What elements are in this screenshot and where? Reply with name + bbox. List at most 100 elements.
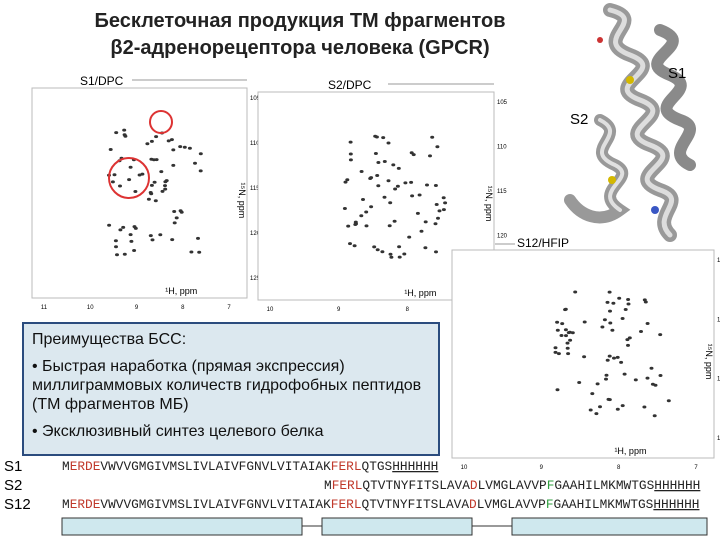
peak — [600, 325, 605, 329]
peak — [389, 255, 394, 259]
peak — [410, 194, 415, 198]
sequence-segment: ERDE — [70, 497, 101, 512]
y-axis-label: ¹⁵N, ppm — [484, 186, 494, 222]
peak — [345, 178, 350, 182]
y-tick-label: 120 — [250, 231, 261, 237]
peak — [178, 209, 183, 213]
x-axis-label: ¹H, ppm — [404, 288, 436, 298]
peak — [110, 180, 115, 184]
peak — [642, 405, 647, 409]
peak — [375, 174, 380, 177]
structure-label: S2 — [570, 111, 588, 128]
peak — [380, 250, 385, 254]
peak — [595, 382, 600, 386]
peak — [197, 250, 202, 254]
peak — [649, 366, 654, 370]
peak — [128, 165, 133, 169]
peak — [149, 139, 154, 143]
peak — [598, 405, 602, 409]
sequence-name: S12 — [4, 496, 31, 513]
peak — [590, 392, 595, 396]
sequence-segment: D — [469, 497, 477, 512]
peak — [146, 197, 151, 201]
sequence-segment: HHHHHH — [654, 478, 700, 493]
peak — [171, 163, 176, 167]
peak — [346, 224, 351, 228]
peak — [375, 248, 380, 252]
sequence-segment: GAAHILMKMWTGS — [554, 478, 654, 493]
peak — [376, 161, 381, 164]
peak — [374, 135, 379, 139]
peak — [107, 223, 112, 227]
peak — [622, 372, 627, 376]
peak — [436, 216, 440, 220]
peak — [607, 290, 612, 294]
peak — [178, 145, 183, 149]
peak — [369, 205, 374, 209]
peak — [434, 250, 438, 254]
peak — [559, 334, 564, 337]
peak — [626, 302, 631, 306]
x-tick-label: 7 — [694, 465, 698, 471]
peak — [397, 245, 402, 249]
peak — [189, 250, 194, 254]
structure-label: S1 — [668, 65, 686, 82]
highlight — [108, 157, 150, 199]
peak — [113, 239, 118, 243]
peak — [376, 184, 381, 188]
sequence-segment: FERL — [331, 459, 362, 474]
sequence: MFERLQTVTNYFITSLAVADLVMGLAVVPFGAAHILMKMW… — [324, 478, 700, 493]
peak — [619, 360, 624, 364]
sequence-name: S1 — [4, 458, 22, 475]
peak — [402, 252, 407, 256]
sequence-segment: GAAHILMKMWTGS — [554, 497, 654, 512]
x-axis-label: ¹H, ppm — [614, 446, 646, 456]
y-axis-label: ¹⁵N, ppm — [237, 183, 247, 219]
peak — [626, 343, 630, 347]
title-line: β2-адренорецептора человека (GPCR) — [110, 37, 490, 59]
peak — [433, 222, 438, 226]
peak — [148, 191, 153, 194]
peak — [118, 228, 123, 232]
peak — [114, 131, 119, 135]
peak — [172, 221, 177, 225]
peak — [425, 183, 429, 187]
sequence-segment: LVMGLAVVP — [478, 478, 547, 493]
peak — [151, 158, 156, 162]
peak — [361, 198, 365, 201]
sequence-segment: QTGS — [362, 459, 393, 474]
advantage-item: • Эксклюзивный синтез целевого белка — [32, 423, 324, 440]
x-tick-label: 8 — [406, 307, 410, 313]
peak — [633, 378, 638, 382]
peak — [150, 238, 155, 242]
y-tick-label: 120 — [717, 377, 720, 383]
sequence-segment: F — [547, 478, 555, 493]
peak — [433, 184, 438, 187]
peak — [443, 201, 448, 205]
peak — [666, 399, 671, 403]
peak — [434, 203, 439, 206]
y-tick-label: 110 — [497, 145, 507, 151]
peak — [154, 135, 159, 139]
sequence-name: S2 — [4, 477, 22, 494]
peak — [359, 214, 364, 218]
peak — [602, 318, 607, 322]
peak — [382, 195, 387, 199]
peak — [163, 184, 167, 188]
peak — [348, 242, 352, 246]
peak — [645, 376, 650, 380]
y-tick-label: 105 — [497, 100, 508, 106]
y-tick-label: 115 — [497, 189, 507, 195]
peak — [615, 355, 620, 359]
peak — [171, 148, 176, 152]
peak — [122, 128, 127, 132]
peak — [108, 148, 113, 151]
peak — [127, 178, 132, 182]
peak — [565, 346, 570, 350]
peak — [607, 398, 612, 402]
peak — [658, 333, 663, 337]
peak — [149, 183, 154, 187]
y-tick-label: 110 — [717, 258, 720, 264]
